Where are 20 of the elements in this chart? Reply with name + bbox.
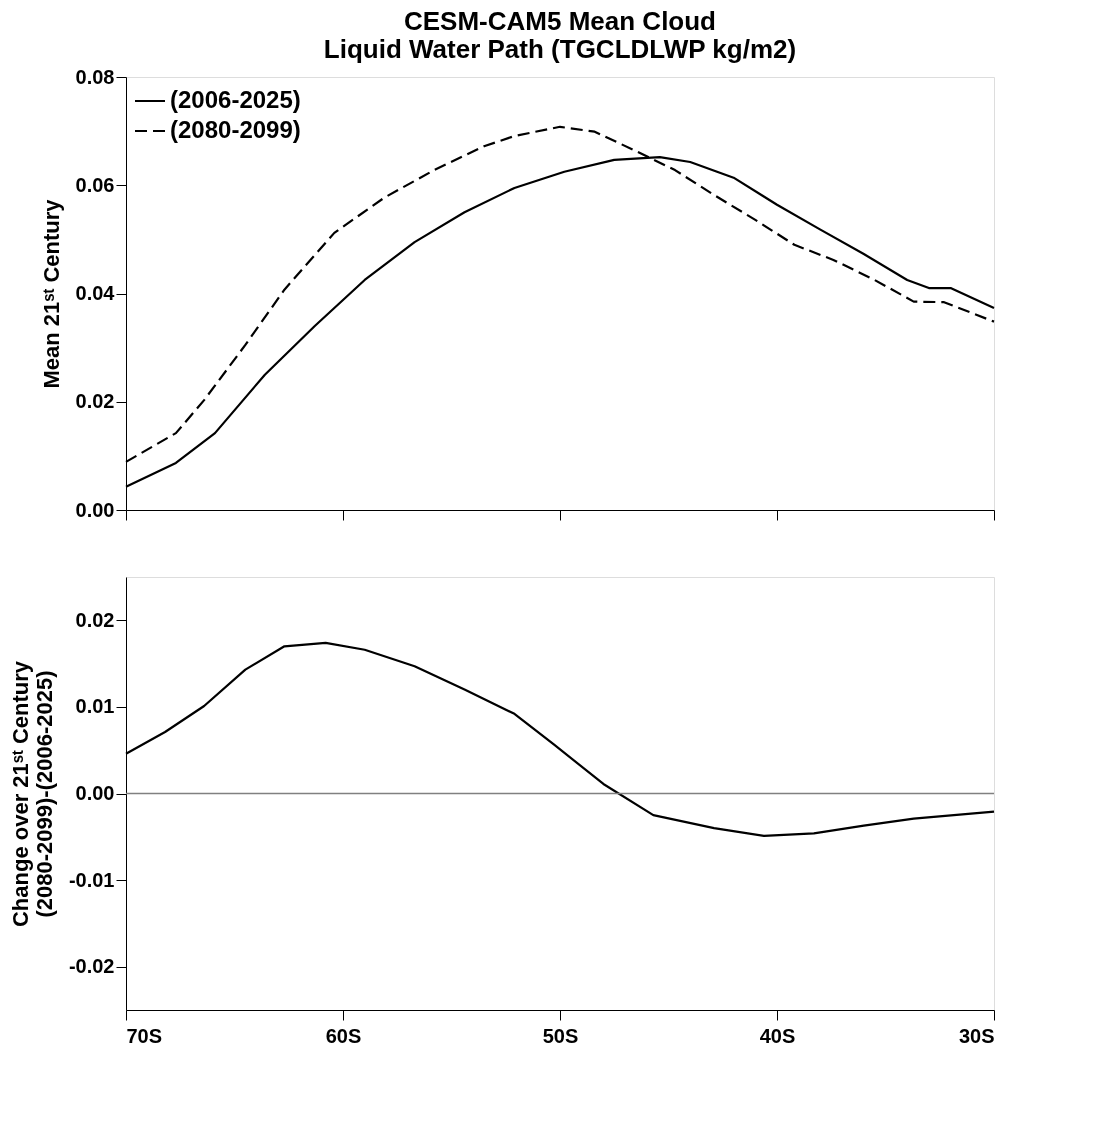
x-tick-label: 60S (325, 1024, 362, 1047)
y-tick-label: -0.01 (68, 868, 115, 891)
y-tick-label: -0.02 (68, 955, 115, 978)
x-tick-label: 50S (542, 1024, 579, 1047)
y-tick-label: 0.02 (75, 608, 115, 631)
y-tick-label: 0.04 (75, 282, 116, 304)
x-tick-label: 70S (126, 1024, 163, 1047)
chart-title: CESM-CAM5 Mean Cloud Liquid Water Path (TGCLDLWP kg/m2) (323, 6, 797, 64)
x-tick-label: 40S (759, 1024, 796, 1047)
y-axis-title: Change over 21ˢᵗ Century (2080-2099)-(2006-2025) (7, 660, 57, 928)
y-tick-label: 0.08 (75, 65, 115, 88)
y-tick-label: 0.00 (75, 782, 115, 804)
legend-label: (2080-2099) (170, 116, 301, 143)
y-axis-title: Mean 21ˢᵗ Century (38, 198, 64, 389)
legend-label: (2006-2025) (170, 86, 301, 113)
y-tick-label: 0.06 (75, 173, 115, 196)
y-tick-label: 0.02 (75, 390, 115, 413)
y-tick-label: 0.01 (75, 695, 115, 718)
y-tick-label: 0.00 (75, 498, 115, 521)
x-tick-label: 30S (958, 1024, 995, 1047)
